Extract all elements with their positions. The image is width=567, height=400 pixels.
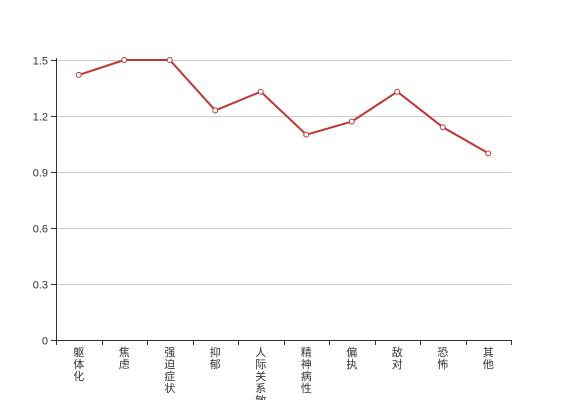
x-tick-label: 偏执 — [346, 345, 357, 371]
y-tick-label: 1.5 — [33, 56, 48, 68]
data-point — [303, 131, 310, 138]
x-tick-label: 敌对 — [392, 345, 403, 371]
x-tick-label: 躯体化 — [73, 346, 84, 383]
y-tick-label: 0.3 — [33, 280, 48, 292]
y-tick-label: 1.2 — [33, 112, 48, 124]
x-tick-label: 抑郁 — [210, 345, 221, 371]
x-tick-label: 强迫症状 — [164, 346, 175, 395]
x-tick-labels: 躯体化 焦虑 强迫症状 抑郁 人际关系敏感 精神病性 偏执 敌对 恐怖 其他 — [73, 345, 494, 400]
data-point — [348, 118, 355, 125]
x-tick-label: 精神病性 — [301, 346, 312, 395]
x-tick-label: 其他 — [483, 346, 494, 371]
data-point — [485, 150, 492, 157]
x-tick-label: 恐怖 — [437, 346, 448, 371]
data-point — [212, 107, 219, 114]
y-tick-label: 0.6 — [33, 224, 48, 236]
grid-lines — [56, 60, 511, 285]
data-point — [439, 124, 446, 131]
axes — [51, 58, 512, 345]
series-line — [78, 59, 489, 155]
data-point — [394, 88, 401, 95]
y-tick-labels: 0 0.3 0.6 0.9 1.2 1.5 — [33, 56, 48, 348]
data-point — [166, 57, 173, 63]
data-point — [121, 57, 128, 63]
y-tick-label: 0.9 — [33, 168, 48, 180]
x-tick-label: 人际关系敏感 — [255, 346, 266, 400]
x-tick-label: 焦虑 — [119, 346, 130, 371]
data-point — [257, 88, 264, 95]
y-tick-label: 0 — [42, 336, 48, 348]
series — [75, 57, 492, 157]
data-point — [75, 71, 82, 78]
